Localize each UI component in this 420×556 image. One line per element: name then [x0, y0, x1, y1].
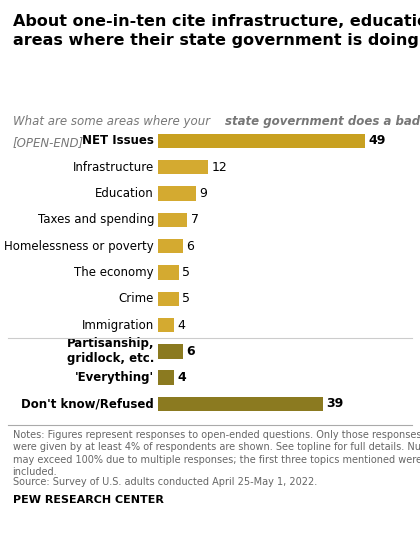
Text: Don't know/Refused: Don't know/Refused: [21, 398, 154, 410]
Bar: [158, 133, 365, 148]
Text: 49: 49: [369, 135, 386, 147]
Bar: [158, 397, 323, 411]
Bar: [158, 318, 174, 332]
Bar: [158, 265, 178, 280]
Bar: [158, 160, 208, 175]
Bar: [158, 239, 183, 254]
Text: 4: 4: [178, 319, 186, 331]
Text: 39: 39: [326, 398, 344, 410]
Text: PEW RESEARCH CENTER: PEW RESEARCH CENTER: [13, 495, 163, 505]
Text: Infrastructure: Infrastructure: [73, 161, 154, 173]
Text: The economy: The economy: [74, 266, 154, 279]
Bar: [158, 212, 187, 227]
Text: Homelessness or poverty: Homelessness or poverty: [4, 240, 154, 252]
Text: 'Everything': 'Everything': [75, 371, 154, 384]
Text: 5: 5: [182, 292, 190, 305]
Text: Partisanship,
gridlock, etc.: Partisanship, gridlock, etc.: [67, 337, 154, 365]
Text: 5: 5: [182, 266, 190, 279]
Bar: [158, 291, 178, 306]
Text: About one-in-ten cite infrastructure, education as
areas where their state gover: About one-in-ten cite infrastructure, ed…: [13, 14, 420, 47]
Text: 7: 7: [191, 214, 199, 226]
Text: NET Issues: NET Issues: [82, 135, 154, 147]
Text: 6: 6: [186, 345, 195, 358]
Bar: [158, 344, 183, 359]
Text: state government does a bad job?: state government does a bad job?: [225, 115, 420, 128]
Text: What are some areas where your: What are some areas where your: [13, 115, 213, 128]
Bar: [158, 186, 196, 201]
Text: Notes: Figures represent responses to open-ended questions. Only those responses: Notes: Figures represent responses to op…: [13, 430, 420, 477]
Text: 6: 6: [186, 240, 194, 252]
Text: Crime: Crime: [119, 292, 154, 305]
Text: Immigration: Immigration: [82, 319, 154, 331]
Text: Taxes and spending: Taxes and spending: [38, 214, 154, 226]
Text: 9: 9: [199, 187, 207, 200]
Text: 12: 12: [212, 161, 228, 173]
Bar: [158, 370, 174, 385]
Text: Source: Survey of U.S. adults conducted April 25-May 1, 2022.: Source: Survey of U.S. adults conducted …: [13, 477, 317, 487]
Text: 4: 4: [178, 371, 186, 384]
Text: [OPEN-END]: [OPEN-END]: [13, 136, 84, 149]
Text: Education: Education: [95, 187, 154, 200]
